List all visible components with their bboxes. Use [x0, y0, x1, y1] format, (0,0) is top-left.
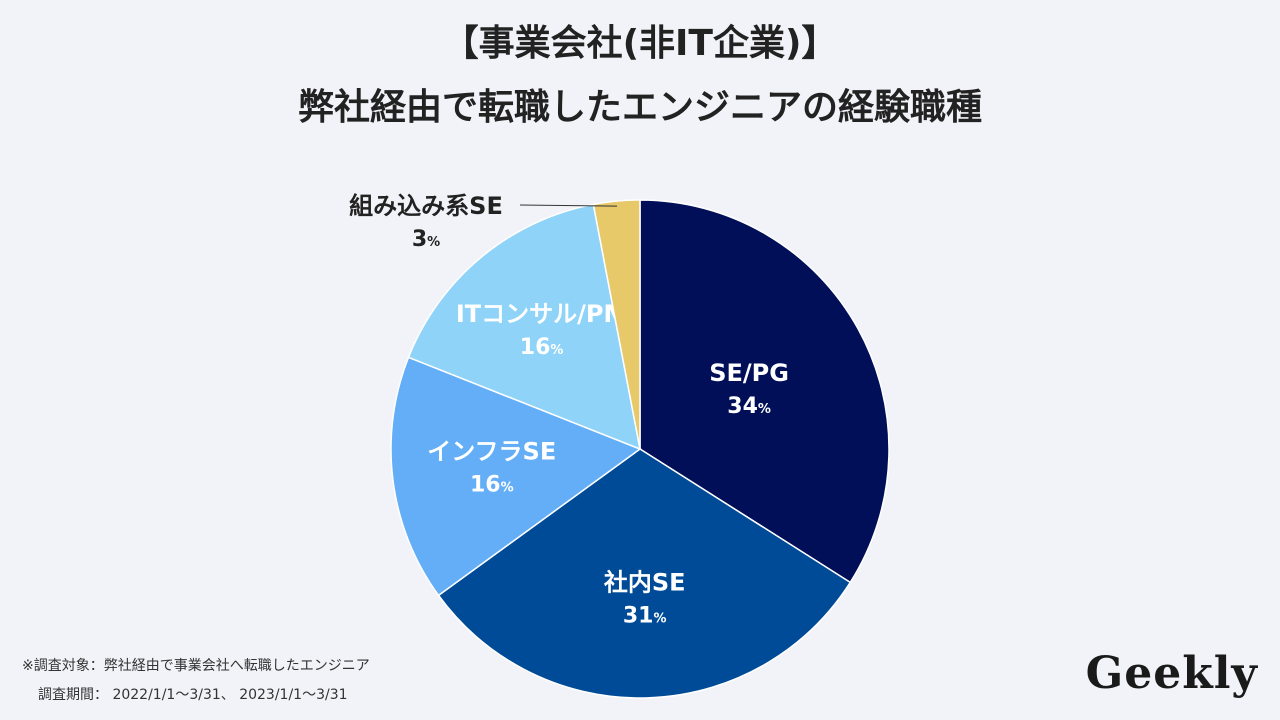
footnote-period: 調査期間： 2022/1/1〜3/31、 2023/1/1〜3/31 — [38, 687, 348, 703]
slice-label-4: ITコンサル/PM — [456, 300, 628, 328]
slice-value-4: 16% — [520, 335, 564, 360]
slice-value-5: 3% — [412, 227, 440, 252]
chart-title-line-1: 【事業会社(非IT企業)】 — [442, 23, 838, 64]
slice-value-1: 34% — [727, 394, 771, 419]
pie-slice-1 — [639, 199, 890, 584]
slice-label-2: 社内SE — [604, 568, 686, 596]
leader-line-5 — [519, 204, 618, 207]
pie-slice-4 — [407, 203, 641, 451]
pie-slice-3 — [390, 356, 642, 597]
slice-label-3: インフラSE — [427, 438, 556, 466]
slice-value-3: 16% — [470, 473, 514, 498]
slice-label-1: SE/PG — [709, 359, 789, 387]
pie-slice-5 — [592, 199, 641, 450]
footnote-target: ※調査対象：弊社経由で事業会社へ転職したエンジニア — [22, 658, 370, 674]
chart-title-line-2: 弊社経由で転職したエンジニアの経験職種 — [297, 87, 982, 128]
geekly-logo: Geekly — [1085, 648, 1258, 699]
slice-value-2: 31% — [623, 603, 667, 628]
slice-label-5: 組み込み系SE — [349, 192, 503, 220]
pie-slice-2 — [437, 448, 852, 699]
